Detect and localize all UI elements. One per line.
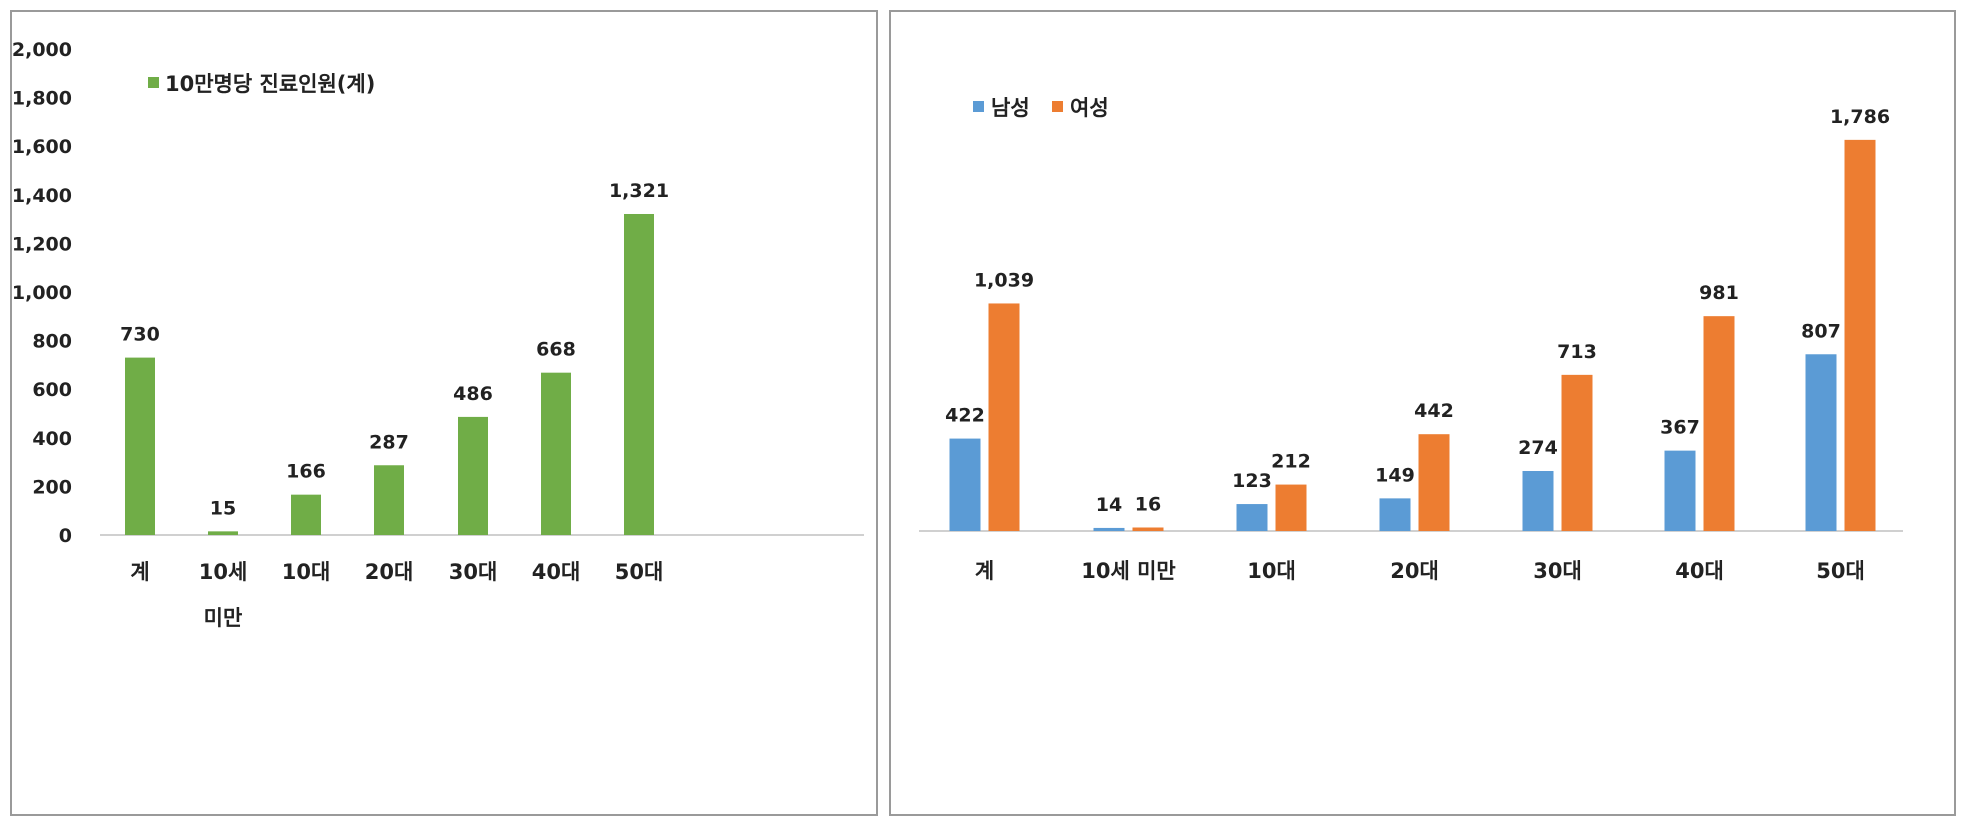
data-label: 486 [453, 383, 493, 405]
chart-panel-by-sex: 남성 여성 422 1,039 계 14 16 10세 미만 123 212 10대 149 442 20… [889, 10, 1956, 816]
bar [1522, 470, 1554, 531]
x-category-label: 20대 [365, 560, 414, 584]
x-category-label: 10대 [1247, 559, 1296, 583]
bar [1275, 484, 1307, 531]
bar [1703, 316, 1735, 531]
x-category-label: 30대 [449, 560, 498, 584]
y-tick-label: 1,600 [12, 136, 72, 158]
data-label: 367 [1660, 417, 1700, 439]
data-label: 668 [536, 339, 576, 361]
x-category-label: 30대 [1533, 559, 1582, 583]
data-label: 123 [1232, 470, 1272, 492]
bar [949, 438, 981, 531]
bar [125, 357, 155, 535]
y-tick-label: 200 [32, 476, 72, 498]
legend-label: 여성 [1070, 96, 1109, 120]
data-label: 713 [1557, 341, 1597, 363]
bar [1418, 434, 1450, 531]
bar [1664, 450, 1696, 531]
data-label: 14 [1096, 494, 1122, 516]
data-label: 149 [1375, 464, 1415, 486]
chart-total-per-100k: 2,000 1,800 1,600 1,400 1,200 1,000 800 600 400 2… [12, 39, 864, 630]
x-category-label: 미만 [204, 606, 243, 630]
data-label: 442 [1414, 400, 1454, 422]
x-category-label: 계 [975, 559, 994, 583]
data-label: 1,039 [974, 269, 1034, 291]
y-tick-label: 1,800 [12, 88, 72, 110]
legend-swatch [148, 77, 159, 88]
bar [541, 372, 571, 535]
legend-swatch [973, 101, 984, 112]
data-label: 16 [1135, 493, 1161, 515]
x-category-label: 계 [130, 560, 149, 584]
x-category-label: 10세 [199, 560, 248, 584]
x-category-label: 40대 [532, 560, 581, 584]
legend-label: 남성 [991, 96, 1030, 120]
data-label: 730 [120, 324, 160, 346]
bar [1379, 498, 1411, 531]
bar [458, 416, 488, 535]
bar [374, 465, 404, 535]
bar [208, 531, 238, 535]
y-tick-label: 600 [32, 379, 72, 401]
bar [988, 303, 1020, 531]
y-tick-label: 1,000 [12, 282, 72, 304]
y-tick-label: 400 [32, 428, 72, 450]
data-label: 807 [1801, 320, 1841, 342]
data-label: 166 [286, 461, 326, 483]
bar [1561, 374, 1593, 531]
data-label: 981 [1699, 282, 1739, 304]
data-label: 15 [210, 497, 236, 519]
bar [624, 213, 654, 535]
bar [1093, 527, 1125, 531]
bar [1844, 139, 1876, 531]
data-label: 422 [945, 405, 985, 427]
bar [1132, 527, 1164, 531]
x-category-label: 40대 [1675, 559, 1724, 583]
y-tick-label: 2,000 [12, 39, 72, 61]
bar [1805, 354, 1837, 531]
data-label: 212 [1271, 451, 1311, 473]
data-label: 1,321 [609, 180, 669, 202]
x-category-label: 10세 미만 [1081, 559, 1176, 583]
data-label: 287 [369, 431, 409, 453]
bar [1236, 504, 1268, 531]
bar [291, 494, 321, 535]
y-tick-label: 800 [32, 331, 72, 353]
y-tick-label: 1,400 [12, 185, 72, 207]
x-category-label: 50대 [1816, 559, 1865, 583]
x-category-label: 10대 [282, 560, 331, 584]
y-tick-label: 1,200 [12, 233, 72, 255]
data-label: 1,786 [1830, 106, 1890, 128]
chart-panel-total: 2,000 1,800 1,600 1,400 1,200 1,000 800 600 400 2… [10, 10, 878, 816]
x-category-label: 50대 [615, 560, 664, 584]
legend-swatch [1052, 101, 1063, 112]
data-label: 274 [1518, 437, 1558, 459]
y-tick-label: 0 [59, 525, 72, 547]
x-category-label: 20대 [1390, 559, 1439, 583]
legend-label: 10만명당 진료인원(계) [165, 72, 375, 96]
